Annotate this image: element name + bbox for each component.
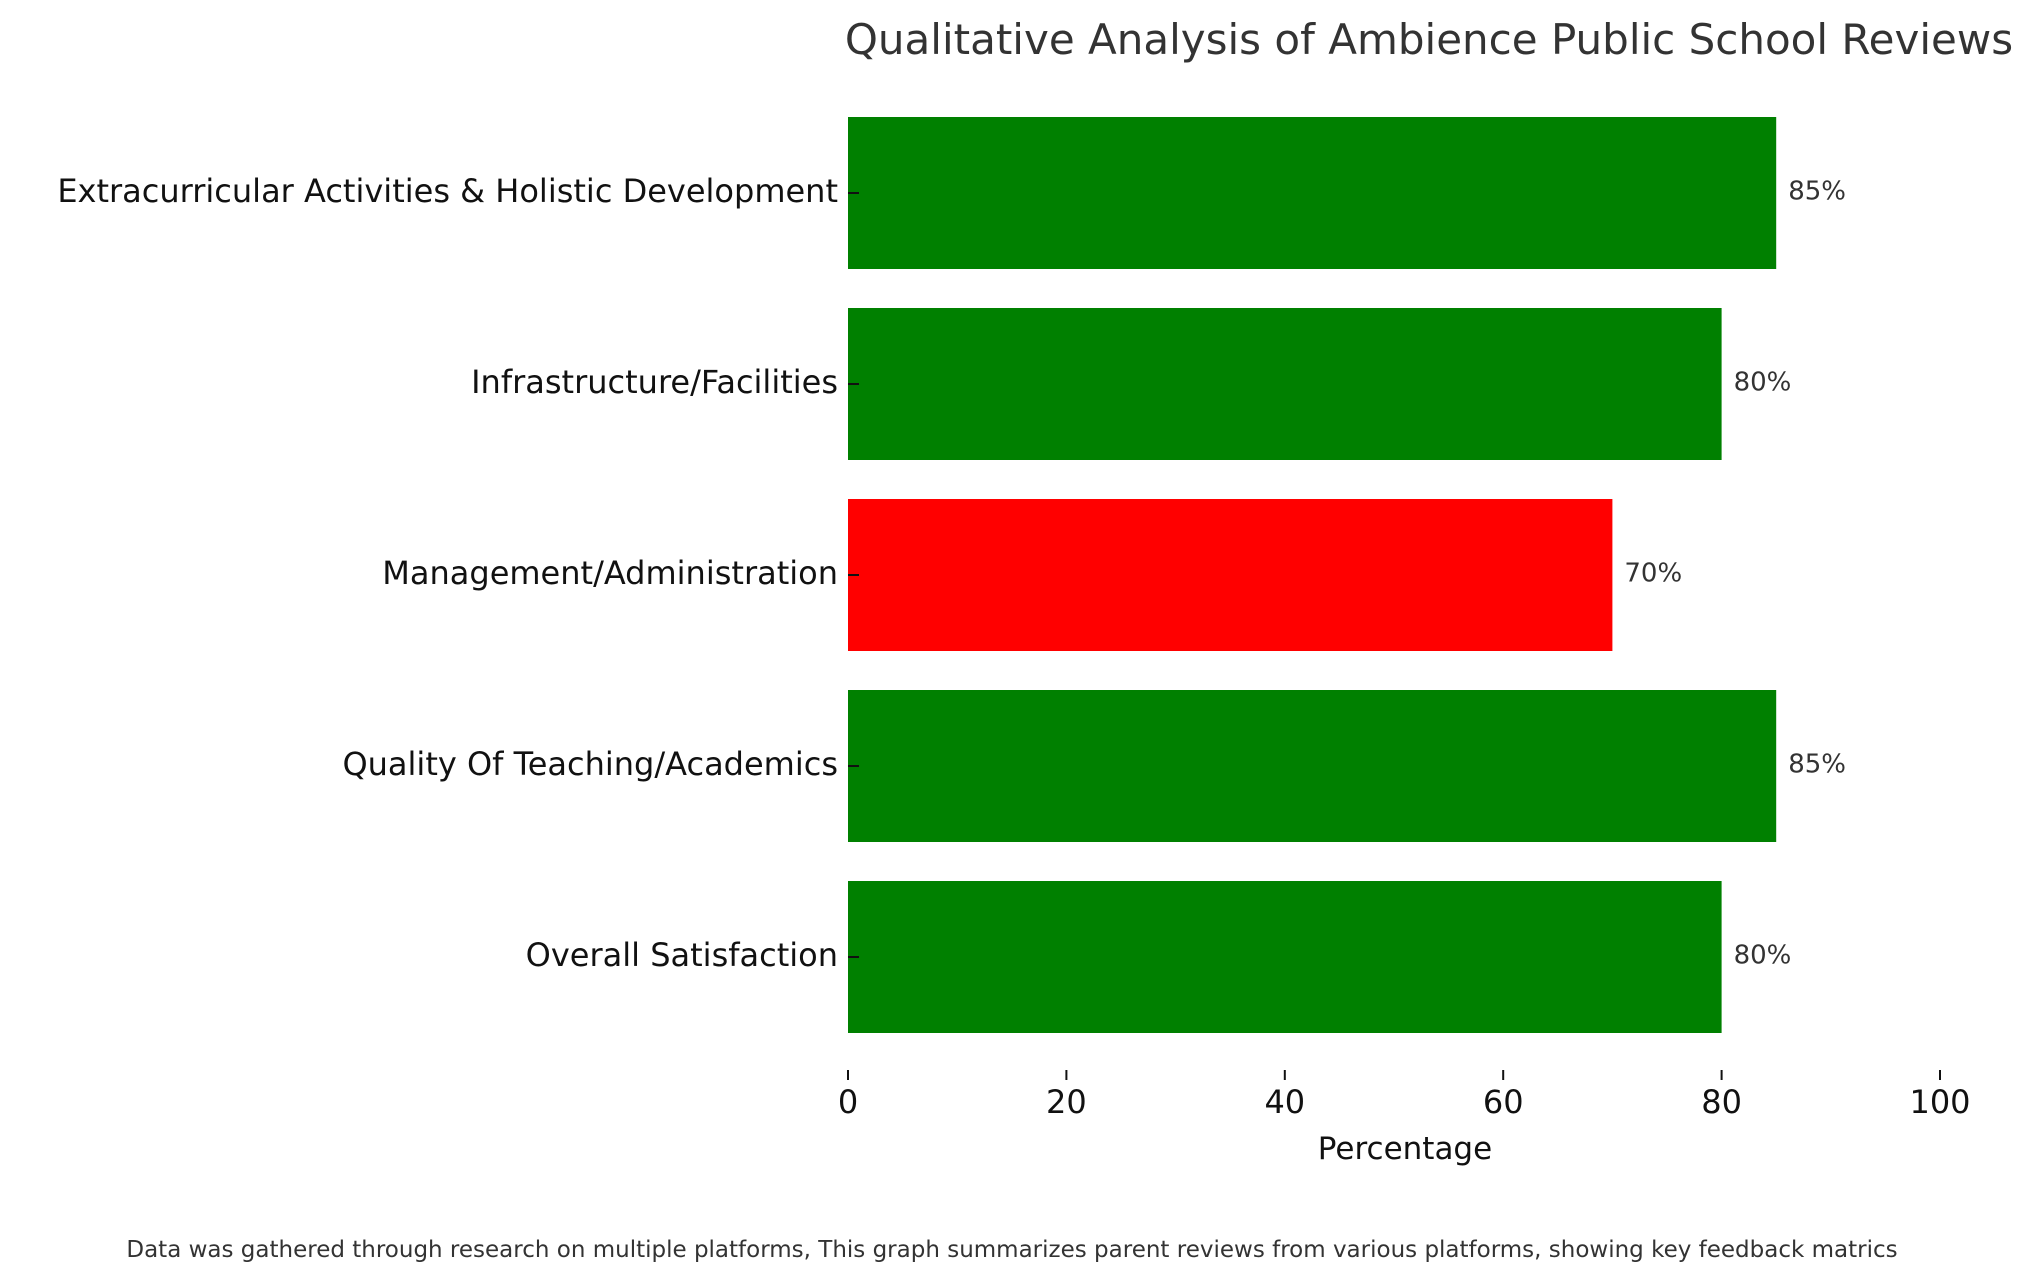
category-label: Quality Of Teaching/Academics — [342, 745, 838, 783]
value-labels: 85% 80% 70% 85% 80% — [1624, 177, 1846, 971]
bar — [848, 690, 1777, 842]
data-label: 85% — [1788, 177, 1846, 207]
bar — [848, 308, 1722, 460]
data-label: 85% — [1788, 750, 1846, 780]
bar — [848, 117, 1777, 269]
category-label: Overall Satisfaction — [526, 936, 838, 974]
x-tick-label: 80 — [1701, 1083, 1742, 1121]
x-tick-label: 20 — [1046, 1083, 1087, 1121]
x-tick-label: 60 — [1483, 1083, 1524, 1121]
category-labels: Extracurricular Activities & Holistic De… — [57, 172, 859, 974]
category-label: Management/Administration — [382, 554, 838, 592]
data-label: 80% — [1734, 368, 1792, 398]
x-tick-label: 0 — [838, 1083, 858, 1121]
bars-layer — [848, 117, 1777, 1033]
footnote: Data was gathered through research on mu… — [126, 1237, 1897, 1263]
bar — [848, 499, 1613, 651]
bar — [848, 881, 1722, 1033]
data-label: 70% — [1624, 559, 1682, 589]
chart-title: Qualitative Analysis of Ambience Public … — [845, 15, 2013, 64]
category-label: Extracurricular Activities & Holistic De… — [57, 172, 838, 210]
x-tick-label: 100 — [1909, 1083, 1970, 1121]
data-label: 80% — [1734, 941, 1792, 971]
x-axis-label: Percentage — [1318, 1131, 1492, 1167]
x-axis: 0 20 40 60 80 100 — [838, 1070, 1971, 1121]
x-tick-label: 40 — [1264, 1083, 1305, 1121]
category-label: Infrastructure/Facilities — [471, 363, 838, 401]
